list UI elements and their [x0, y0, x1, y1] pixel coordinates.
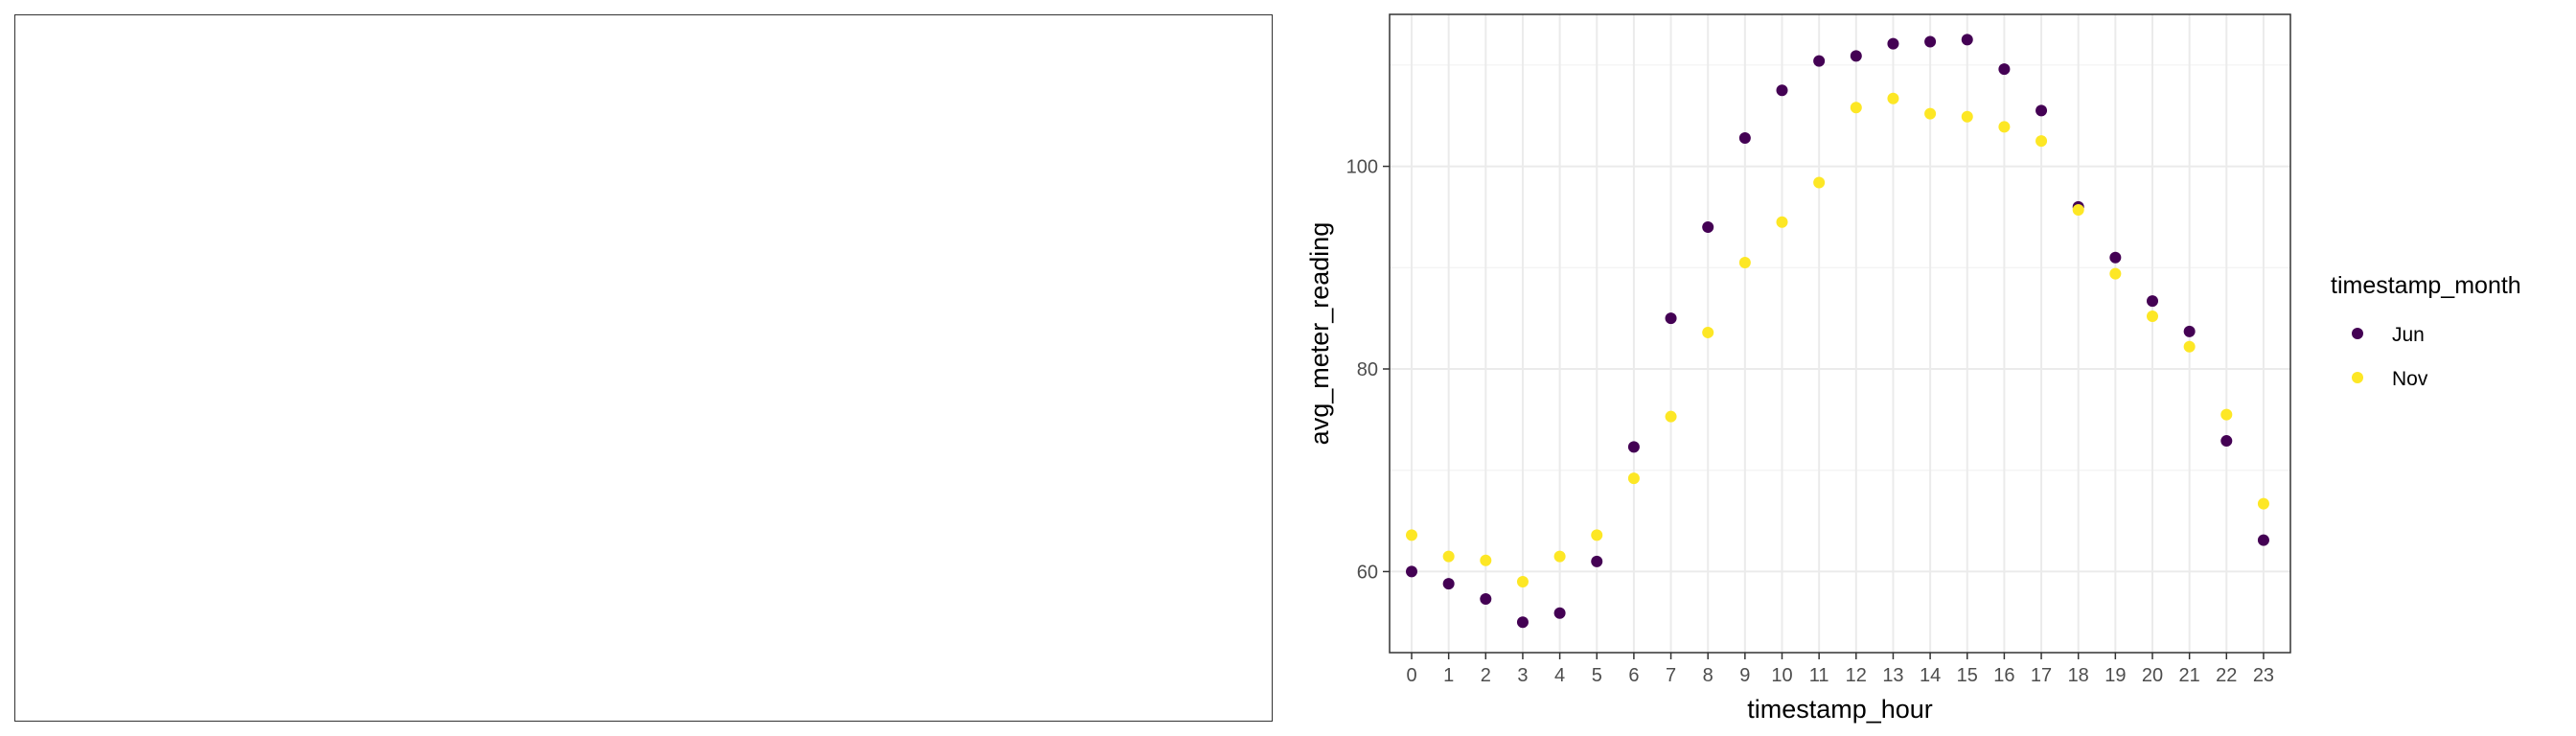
point-jun [1887, 37, 1899, 50]
point-nov [2072, 204, 2084, 217]
point-nov [1924, 107, 1937, 120]
x-tick-label: 1 [1443, 665, 1454, 686]
point-nov [1813, 176, 1826, 189]
point-nov [2036, 135, 2048, 148]
point-nov [1850, 102, 1862, 114]
point-jun [1591, 555, 1603, 567]
point-nov [1961, 110, 1973, 123]
x-tick-label: 9 [1739, 665, 1750, 686]
x-tick-label: 16 [1993, 665, 2014, 686]
plot-panel-background [1390, 14, 2290, 653]
point-jun [1627, 441, 1640, 453]
point-jun [1738, 131, 1751, 144]
point-nov [1738, 257, 1751, 268]
x-tick-label: 21 [2179, 665, 2200, 686]
x-tick-label: 10 [1771, 665, 1792, 686]
x-tick-label: 3 [1517, 665, 1528, 686]
point-jun [1442, 578, 1455, 590]
x-tick-label: 12 [1846, 665, 1867, 686]
point-jun [1553, 607, 1566, 619]
point-jun [1406, 565, 1417, 578]
point-jun [2109, 251, 2122, 264]
point-nov [1442, 550, 1455, 563]
point-jun [2257, 534, 2269, 546]
x-tick-label: 23 [2253, 665, 2274, 686]
x-tick-label: 6 [1628, 665, 1639, 686]
point-nov [1702, 326, 1714, 338]
legend-label-nov: Nov [2392, 368, 2428, 390]
x-tick-label: 2 [1481, 665, 1491, 686]
point-jun [2036, 104, 2048, 117]
grid [1390, 14, 2290, 653]
plot-panel-border [1389, 13, 2291, 654]
x-tick-label: 18 [2068, 665, 2089, 686]
point-jun [2220, 435, 2233, 448]
empty-plot-panel [14, 14, 1273, 722]
x-tick-label: 5 [1592, 665, 1602, 686]
point-jun [1813, 55, 1826, 67]
point-jun [1850, 50, 1862, 62]
x-tick-label: 20 [2142, 665, 2163, 686]
point-nov [2109, 267, 2122, 280]
x-tick-label: 11 [1809, 665, 1829, 686]
point-nov [1998, 121, 2011, 133]
points [1406, 34, 2269, 629]
x-tick-label: 17 [2031, 665, 2052, 686]
point-nov [1627, 472, 1640, 485]
x-tick-label: 4 [1554, 665, 1565, 686]
point-jun [2147, 295, 2158, 308]
point-jun [1924, 35, 1937, 48]
axes: 0 1 2 3 4 5 6 7 8 9 10 11 12 13 14 15 16 17 18 19 20 21 22 2360… [1346, 157, 2274, 686]
legend-key-jun [2352, 328, 2363, 339]
x-tick-label: 0 [1406, 665, 1416, 686]
point-nov [1406, 529, 1417, 541]
point-nov [2257, 497, 2269, 510]
point-nov [1776, 216, 1788, 228]
legend: timestamp_month Jun Nov [2331, 272, 2521, 390]
point-nov [1516, 576, 1529, 587]
point-jun [1480, 592, 1492, 605]
point-nov [1553, 550, 1566, 563]
point-nov [1591, 529, 1603, 541]
x-tick-label: 7 [1666, 665, 1676, 686]
point-nov [2183, 340, 2196, 353]
point-nov [1665, 410, 1677, 423]
point-jun [2183, 325, 2196, 337]
x-tick-label: 8 [1703, 665, 1714, 686]
legend-label-jun: Jun [2392, 324, 2425, 346]
point-jun [1665, 312, 1677, 325]
point-jun [1961, 34, 1973, 46]
x-tick-label: 14 [1920, 665, 1941, 686]
legend-title: timestamp_month [2331, 272, 2521, 299]
legend-key-nov [2352, 372, 2363, 383]
x-tick-label: 13 [1882, 665, 1903, 686]
y-axis-title: avg_meter_reading [1305, 222, 1334, 446]
y-tick-label: 100 [1346, 157, 1378, 178]
y-tick-label: 60 [1357, 562, 1378, 583]
point-nov [1480, 554, 1492, 566]
point-nov [2220, 408, 2233, 421]
point-nov [1887, 92, 1899, 104]
point-jun [1702, 221, 1714, 233]
y-tick-label: 80 [1357, 359, 1378, 380]
x-tick-label: 15 [1957, 665, 1978, 686]
point-jun [1776, 84, 1788, 97]
point-jun [1516, 616, 1529, 629]
x-tick-label: 19 [2104, 665, 2126, 686]
x-axis-title: timestamp_hour [1747, 695, 1933, 724]
point-jun [1998, 63, 2011, 76]
x-tick-label: 22 [2216, 665, 2237, 686]
point-nov [2147, 310, 2158, 323]
